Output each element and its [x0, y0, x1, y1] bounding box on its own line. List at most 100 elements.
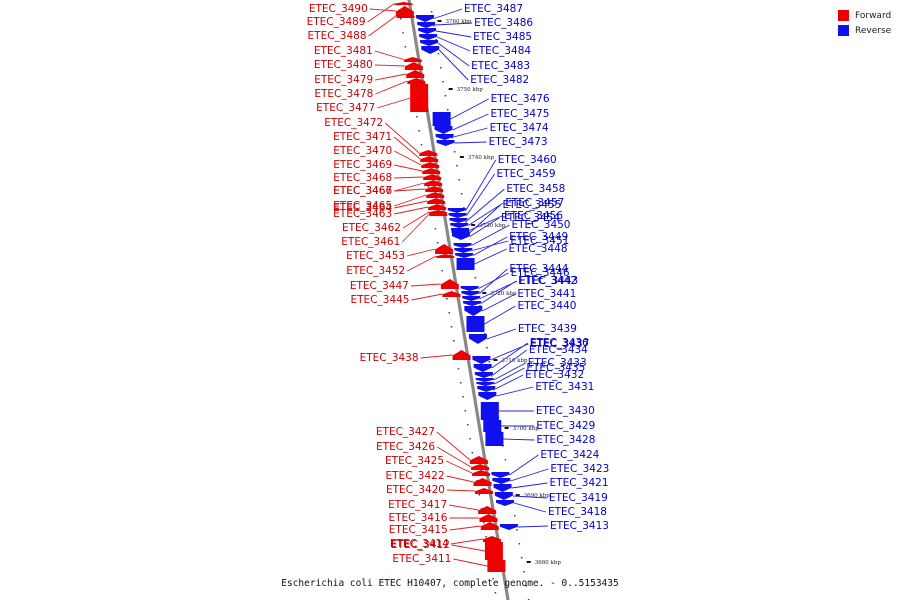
- gene-label[interactable]: ETEC_3413: [550, 520, 609, 532]
- gene-block: [432, 112, 451, 126]
- gene-label[interactable]: ETEC_3416: [388, 512, 447, 524]
- gene-label[interactable]: ETEC_3459: [497, 168, 556, 180]
- gene-label[interactable]: ETEC_3439: [518, 323, 577, 335]
- gene-label[interactable]: ETEC_3471: [333, 131, 392, 143]
- gene-label[interactable]: ETEC_3476: [491, 93, 550, 105]
- gene-label[interactable]: ETEC_3465: [333, 200, 392, 212]
- gene-arrow: [440, 279, 459, 289]
- gene-arrow: [406, 70, 425, 78]
- gene-label[interactable]: ETEC_3481: [314, 45, 373, 57]
- gene-label[interactable]: ETEC_3415: [389, 524, 448, 536]
- gene-leader-line: [394, 150, 422, 166]
- gene-block: [480, 402, 499, 420]
- gene-label[interactable]: ETEC_3448: [509, 243, 568, 255]
- gene-label[interactable]: ETEC_3429: [536, 420, 595, 432]
- gene-label[interactable]: ETEC_3487: [464, 3, 523, 15]
- gene-label[interactable]: ETEC_3451: [510, 235, 569, 247]
- gene-label[interactable]: ETEC_3422: [386, 470, 445, 482]
- gene-label[interactable]: ETEC_3449: [509, 231, 568, 243]
- gene-label[interactable]: ETEC_3452: [346, 265, 405, 277]
- gene-label[interactable]: ETEC_3463: [333, 208, 392, 220]
- gene-label[interactable]: ETEC_3482: [470, 74, 529, 86]
- gene-label[interactable]: ETEC_3441: [517, 288, 576, 300]
- gene-leader-line: [394, 176, 424, 179]
- gene-label[interactable]: ETEC_3475: [490, 108, 549, 120]
- gene-label[interactable]: ETEC_3435: [526, 362, 585, 374]
- gene-label[interactable]: ETEC_3474: [490, 122, 549, 134]
- gene-label[interactable]: ETEC_3456: [504, 210, 563, 222]
- gene-label[interactable]: ETEC_3464: [333, 202, 392, 214]
- gene-label[interactable]: ETEC_3417: [388, 499, 447, 511]
- gene-label[interactable]: ETEC_3434: [529, 344, 588, 356]
- gene-label[interactable]: ETEC_3420: [386, 484, 445, 496]
- gene-arrow: [494, 492, 513, 500]
- gene-label[interactable]: ETEC_3438: [360, 352, 419, 364]
- gene-label[interactable]: ETEC_3483: [471, 60, 530, 72]
- gene-label[interactable]: ETEC_3454: [501, 212, 560, 224]
- gene-label[interactable]: ETEC_3437: [530, 338, 589, 350]
- gene-label[interactable]: ETEC_3414: [390, 538, 449, 550]
- gene-label[interactable]: ETEC_3424: [540, 449, 599, 461]
- gene-arrow: [403, 57, 422, 62]
- gene-label[interactable]: ETEC_3467: [333, 185, 392, 197]
- gene-label[interactable]: ETEC_3447: [350, 280, 409, 292]
- gene-label[interactable]: ETEC_3418: [548, 506, 607, 518]
- gene-label[interactable]: ETEC_3428: [536, 434, 595, 446]
- gene-label[interactable]: ETEC_3479: [314, 74, 373, 86]
- gene-label[interactable]: ETEC_3421: [550, 477, 609, 489]
- gene-label[interactable]: ETEC_3469: [333, 159, 392, 171]
- gene-label[interactable]: ETEC_3431: [535, 381, 594, 393]
- track-dot: [442, 81, 444, 83]
- gene-label[interactable]: ETEC_3450: [512, 219, 571, 231]
- gene-label[interactable]: ETEC_3485: [473, 31, 532, 43]
- tick-mark: [493, 359, 498, 361]
- gene-arrow: [416, 15, 435, 22]
- gene-label[interactable]: ETEC_3457: [505, 197, 564, 209]
- tick-mark: [448, 88, 453, 90]
- gene-label[interactable]: ETEC_3425: [385, 455, 444, 467]
- gene-arrow: [447, 208, 466, 213]
- gene-label[interactable]: ETEC_3466: [333, 185, 392, 197]
- gene-label[interactable]: ETEC_3440: [517, 300, 576, 312]
- gene-label[interactable]: ETEC_3460: [498, 154, 557, 166]
- gene-label[interactable]: ETEC_3480: [314, 59, 373, 71]
- gene-label[interactable]: ETEC_3490: [309, 3, 368, 15]
- gene-label[interactable]: ETEC_3461: [341, 236, 400, 248]
- gene-label[interactable]: ETEC_3472: [324, 117, 383, 129]
- gene-label[interactable]: ETEC_3488: [308, 30, 367, 42]
- gene-label[interactable]: ETEC_3455: [502, 199, 561, 211]
- track-dot: [416, 116, 418, 118]
- gene-label[interactable]: ETEC_3427: [376, 426, 435, 438]
- gene-label[interactable]: ETEC_3478: [314, 88, 373, 100]
- gene-label[interactable]: ETEC_3470: [333, 145, 392, 157]
- gene-label[interactable]: ETEC_3432: [525, 369, 584, 381]
- gene-leader-line: [451, 544, 485, 552]
- gene-label[interactable]: ETEC_3443: [519, 275, 578, 287]
- gene-label[interactable]: ETEC_3458: [506, 183, 565, 195]
- gene-leader-line: [411, 293, 443, 301]
- gene-label[interactable]: ETEC_3442: [518, 275, 577, 287]
- gene-label[interactable]: ETEC_3486: [474, 17, 533, 29]
- gene-arrow: [460, 286, 479, 291]
- gene-label[interactable]: ETEC_3430: [536, 405, 595, 417]
- gene-label[interactable]: ETEC_3453: [346, 250, 405, 262]
- gene-label[interactable]: ETEC_3484: [472, 45, 531, 57]
- gene-label[interactable]: ETEC_3411: [392, 553, 451, 565]
- gene-label[interactable]: ETEC_3444: [509, 263, 568, 275]
- gene-label[interactable]: ETEC_3445: [351, 294, 410, 306]
- track-dot: [474, 277, 477, 279]
- gene-label[interactable]: ETEC_3446: [511, 267, 570, 279]
- gene-label[interactable]: ETEC_3436: [530, 337, 589, 349]
- gene-label[interactable]: ETEC_3489: [307, 16, 366, 28]
- gene-label[interactable]: ETEC_3477: [316, 102, 375, 114]
- gene-label[interactable]: ETEC_3423: [550, 463, 609, 475]
- gene-label[interactable]: ETEC_3462: [342, 222, 401, 234]
- gene-label[interactable]: ETEC_3433: [528, 357, 587, 369]
- gene-label[interactable]: ETEC_3412: [391, 539, 450, 551]
- track-dot: [483, 333, 486, 335]
- gene-leader-line: [466, 173, 495, 216]
- gene-label[interactable]: ETEC_3426: [376, 441, 435, 453]
- gene-label[interactable]: ETEC_3419: [549, 492, 608, 504]
- gene-label[interactable]: ETEC_3468: [333, 172, 392, 184]
- gene-label[interactable]: ETEC_3473: [489, 136, 548, 148]
